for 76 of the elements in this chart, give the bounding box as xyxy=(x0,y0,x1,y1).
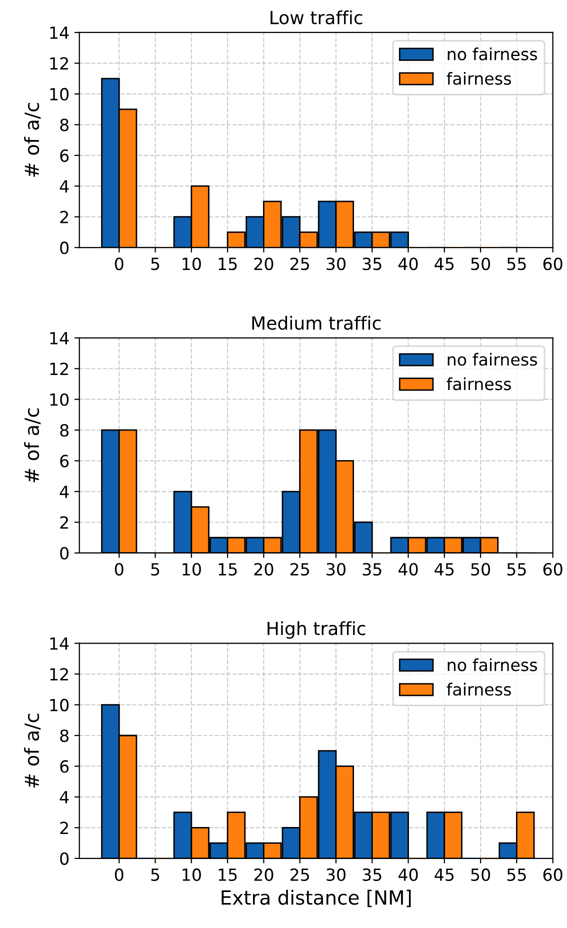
x-tick-label: 45 xyxy=(434,868,454,882)
x-tick-label: 55 xyxy=(507,258,526,270)
y-axis-title: # of a/c xyxy=(24,102,41,177)
y-tick-label: 4 xyxy=(60,486,69,498)
y-tick-label: 8 xyxy=(60,424,69,437)
y-tick-label: 4 xyxy=(60,180,69,192)
x-tick-label: 20 xyxy=(254,868,274,882)
x-tick-label: 5 xyxy=(151,868,160,882)
x-tick-label: 50 xyxy=(471,258,490,270)
x-tick-label: 10 xyxy=(182,563,201,576)
x-tick-label: 25 xyxy=(290,563,309,576)
legend-label: no fairness xyxy=(448,658,538,672)
y-tick-label: 8 xyxy=(60,729,69,742)
x-tick-label: 60 xyxy=(543,868,562,882)
x-tick-label: 40 xyxy=(398,868,418,882)
x-tick-label: 20 xyxy=(254,563,274,576)
y-tick-label: 2 xyxy=(60,822,68,834)
x-tick-label: 30 xyxy=(326,868,346,882)
x-tick-label: 40 xyxy=(398,258,418,270)
x-tick-label: 15 xyxy=(218,868,237,882)
legend-label: no fairness xyxy=(448,352,538,366)
y-tick-label: 12 xyxy=(50,57,68,70)
y-tick-label: 0 xyxy=(60,546,69,560)
x-tick-label: 30 xyxy=(326,258,346,270)
x-tick-label: 0 xyxy=(114,868,124,882)
x-tick-label: 30 xyxy=(326,563,346,576)
x-tick-label: 35 xyxy=(362,868,382,882)
x-tick-label: 15 xyxy=(218,258,237,270)
chart-title: High traffic xyxy=(268,621,366,639)
y-tick-label: 12 xyxy=(50,668,68,680)
x-tick-label: 0 xyxy=(114,258,124,270)
x-tick-label: 10 xyxy=(182,868,201,882)
legend-label: fairness xyxy=(446,72,511,85)
y-tick-label: 4 xyxy=(60,791,69,804)
x-tick-label: 20 xyxy=(254,258,274,270)
y-tick-label: 14 xyxy=(50,332,69,344)
x-tick-label: 55 xyxy=(507,868,526,882)
x-tick-label: 45 xyxy=(434,563,454,576)
chart-title: Medium traffic xyxy=(252,316,381,330)
x-tick-label: 60 xyxy=(543,563,562,576)
legend-label: no fairness xyxy=(448,47,538,60)
x-tick-label: 35 xyxy=(362,563,382,576)
y-tick-label: 2 xyxy=(60,210,68,224)
x-tick-label: 50 xyxy=(471,868,490,882)
x-tick-label: 10 xyxy=(182,258,201,270)
x-tick-label: 50 xyxy=(471,563,490,576)
y-tick-label: 6 xyxy=(60,149,69,162)
y-tick-label: 6 xyxy=(60,760,69,773)
y-tick-label: 8 xyxy=(60,118,69,132)
y-axis-title: # of a/c xyxy=(24,408,41,482)
x-tick-label: 0 xyxy=(114,563,124,576)
x-tick-label: 5 xyxy=(151,258,160,270)
legend-label: fairness xyxy=(446,682,511,696)
x-tick-label: 15 xyxy=(218,563,237,576)
y-tick-label: 10 xyxy=(50,698,69,712)
x-tick-label: 55 xyxy=(507,563,526,576)
x-tick-label: 25 xyxy=(290,258,309,270)
x-tick-label: 45 xyxy=(434,258,454,270)
y-tick-label: 10 xyxy=(50,88,69,100)
x-tick-label: 40 xyxy=(398,563,418,576)
y-tick-label: 10 xyxy=(50,393,69,406)
y-axis-title: # of a/c xyxy=(24,714,41,788)
x-tick-label: 60 xyxy=(543,258,562,270)
y-tick-label: 14 xyxy=(50,638,69,650)
x-tick-label: 35 xyxy=(362,258,382,270)
x-tick-label: 25 xyxy=(290,868,309,882)
legend-label: fairness xyxy=(446,377,511,390)
y-tick-label: 6 xyxy=(60,454,69,468)
y-tick-label: 14 xyxy=(50,26,69,39)
x-axis-title: Extra distance [NM] xyxy=(222,890,411,908)
y-tick-label: 0 xyxy=(60,242,69,254)
y-tick-label: 2 xyxy=(60,516,68,529)
x-tick-label: 5 xyxy=(151,563,160,576)
chart-title: Low traffic xyxy=(270,10,362,24)
y-tick-label: 12 xyxy=(50,362,68,375)
y-tick-label: 0 xyxy=(60,852,69,865)
